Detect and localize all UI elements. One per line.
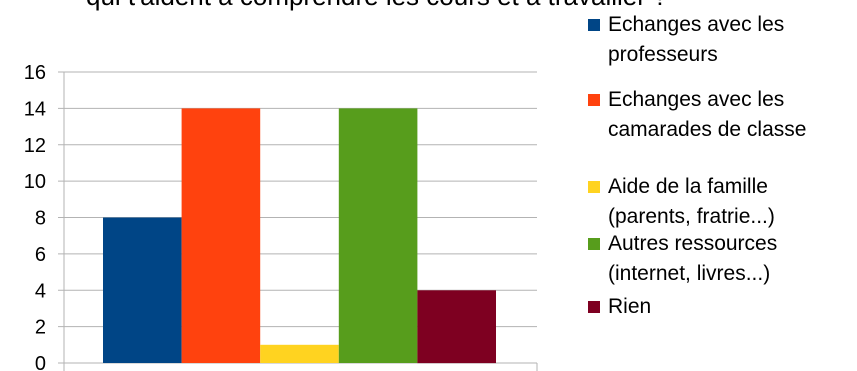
- legend-label: Rien: [608, 295, 652, 318]
- bar-2: [181, 108, 261, 364]
- chart-title-text: qui t'aident à comprendre les cours et à…: [86, 0, 668, 16]
- y-tick-label: 8: [35, 208, 46, 230]
- y-tick-labels: 0 2 4 6 8 10 12 14 16: [24, 62, 46, 371]
- y-tick-label: 4: [35, 280, 46, 302]
- legend-swatch: [588, 238, 600, 250]
- bars: [103, 108, 496, 364]
- legend-swatch: [588, 19, 600, 31]
- y-tick-label: 14: [24, 98, 46, 120]
- y-tick-label: 16: [24, 62, 46, 84]
- legend-label: Autres ressources (internet, livres...): [608, 232, 778, 285]
- y-tick-label: 6: [35, 244, 46, 266]
- chart-title: qui t'aident à comprendre les cours et à…: [0, 0, 857, 16]
- y-tick-label: 0: [35, 353, 46, 371]
- legend-swatch: [588, 94, 600, 106]
- legend-label: Echanges avec les camarades de classe: [608, 88, 807, 141]
- axes: [58, 71, 538, 371]
- bar-4: [338, 108, 418, 364]
- y-tick-label: 12: [24, 135, 46, 157]
- legend-label: Echanges avec les professeurs: [608, 13, 785, 66]
- bar-3: [260, 344, 339, 363]
- bar-1: [103, 217, 182, 363]
- bar-5: [417, 290, 496, 364]
- legend-swatch: [588, 301, 600, 313]
- legend-swatch: [588, 181, 600, 193]
- legend-label: Aide de la famille (parents, fratrie...): [608, 175, 775, 228]
- y-tick-label: 2: [35, 317, 46, 339]
- y-tick-label: 10: [24, 171, 46, 193]
